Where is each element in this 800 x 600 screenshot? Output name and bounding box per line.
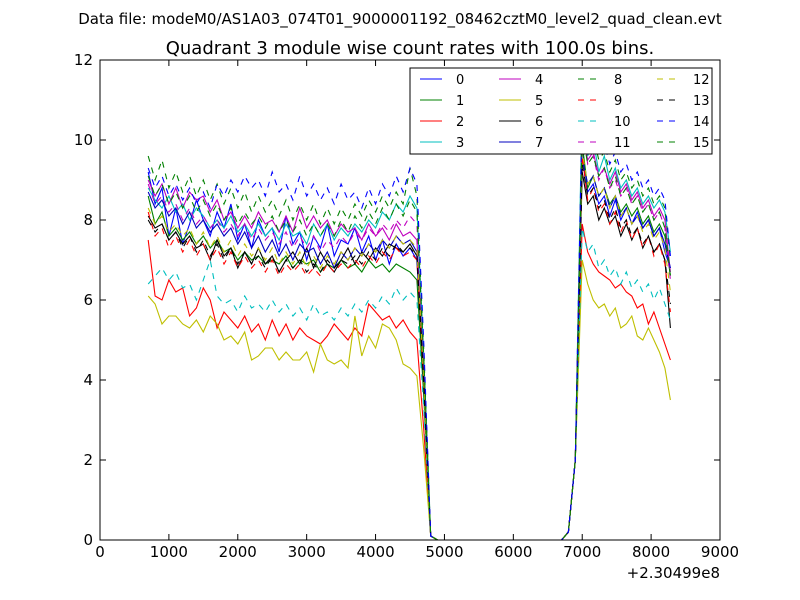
series-line-0: [147, 147, 671, 540]
legend-label-9: 9: [614, 94, 622, 109]
series-line-11: [147, 127, 671, 540]
x-tick-label: 4000: [356, 543, 394, 561]
series-line-6: [147, 171, 671, 540]
x-tick-label: 8000: [632, 543, 670, 561]
chart-title: Quadrant 3 module wise count rates with …: [166, 38, 655, 59]
series-line-1: [147, 143, 671, 540]
x-tick-label: 6000: [494, 543, 532, 561]
series-line-13: [147, 163, 671, 540]
y-tick-label: 4: [83, 371, 93, 389]
legend-label-8: 8: [614, 73, 622, 88]
suptitle: Data file: modeM0/AS1A03_074T01_90000011…: [78, 10, 722, 29]
legend-label-14: 14: [693, 115, 710, 130]
legend-label-13: 13: [693, 94, 710, 109]
legend-label-6: 6: [535, 115, 543, 130]
series-line-4: [147, 131, 671, 540]
legend-box: [409, 67, 713, 155]
series-line-8: [147, 115, 671, 540]
legend-label-1: 1: [456, 94, 464, 109]
series-line-10: [147, 227, 671, 540]
y-tick-label: 6: [83, 291, 93, 309]
series-line-15: [147, 131, 671, 540]
x-tick-label: 3000: [288, 543, 326, 561]
y-tick-label: 2: [83, 451, 93, 469]
series-line-5: [147, 259, 671, 540]
legend-label-0: 0: [456, 73, 464, 88]
x-tick-label: 9000: [701, 543, 739, 561]
legend-label-7: 7: [535, 136, 543, 151]
y-tick-label: 0: [83, 531, 93, 549]
x-offset-label: +2.30499e8: [627, 564, 720, 582]
legend-label-5: 5: [535, 94, 543, 109]
y-tick-label: 10: [74, 131, 93, 149]
x-tick-label: 2000: [219, 543, 257, 561]
legend-label-10: 10: [614, 115, 631, 130]
series-line-2: [147, 223, 671, 540]
series-line-3: [147, 95, 671, 540]
legend-label-3: 3: [456, 136, 464, 151]
series-line-14: [147, 107, 671, 540]
series-layer: [147, 95, 671, 540]
axis-ticks: 0 1000 2000 3000 4000 5000 6000 7000 8000 9000 0 2 4…: [74, 51, 739, 561]
legend-label-2: 2: [456, 115, 464, 130]
y-tick-label: 12: [74, 51, 93, 69]
series-line-9: [147, 155, 671, 540]
series-line-12: [147, 151, 671, 540]
x-tick-label: 5000: [425, 543, 463, 561]
x-tick-label: 1000: [150, 543, 188, 561]
y-tick-label: 8: [83, 211, 93, 229]
legend-label-15: 15: [693, 136, 710, 151]
legend-label-12: 12: [693, 73, 710, 88]
legend-label-11: 11: [614, 136, 631, 151]
legend-label-4: 4: [535, 73, 543, 88]
x-tick-label: 7000: [563, 543, 601, 561]
x-tick-label: 0: [95, 543, 105, 561]
